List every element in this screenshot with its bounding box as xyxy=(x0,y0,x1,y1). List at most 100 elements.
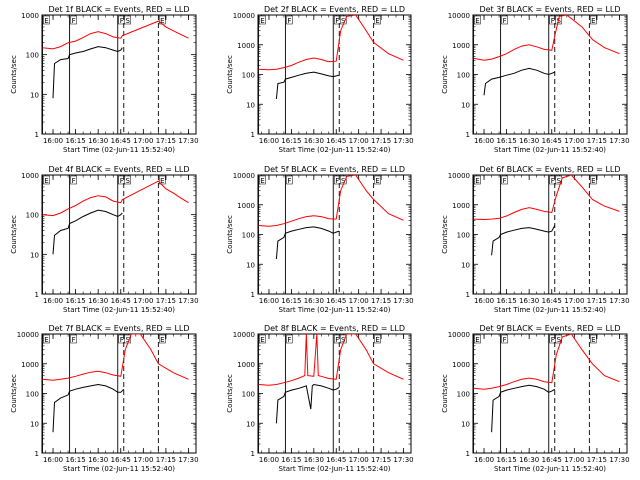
y-axis-label: Counts/sec xyxy=(226,374,234,413)
y-tick-label: 10 xyxy=(461,261,470,269)
marker-box xyxy=(474,15,481,25)
x-axis-label: Start Time (02-Jun-11 15:52:40) xyxy=(63,465,175,473)
x-tick-label: 17:30 xyxy=(393,137,413,145)
panel-det-6f: Det 6f BLACK = Events, RED = LLD 1 10 100 10… xyxy=(441,165,630,314)
chart-title: Det 2f BLACK = Events, RED = LLD xyxy=(264,5,405,14)
marker-label-S: S xyxy=(341,17,346,25)
marker-label-F: F xyxy=(551,336,555,344)
series-line-lld xyxy=(473,175,620,221)
marker-box xyxy=(374,334,381,344)
marker-box xyxy=(474,175,481,185)
y-tick-label: 10000 xyxy=(233,12,255,20)
y-tick-label: 1000 xyxy=(237,202,255,210)
plot-frame xyxy=(41,14,197,135)
marker-box xyxy=(70,175,77,185)
x-tick-label: 16:15 xyxy=(281,137,301,145)
x-tick-label: 16:30 xyxy=(304,137,324,145)
x-tick-label: 16:15 xyxy=(66,297,86,305)
x-tick-label: 17:30 xyxy=(393,297,413,305)
marker-label-E: E xyxy=(475,17,479,25)
x-tick-label: 17:15 xyxy=(156,137,176,145)
y-tick-label: 1000 xyxy=(452,42,470,50)
x-tick-label: 16:45 xyxy=(542,137,562,145)
x-tick-label: 17:00 xyxy=(564,137,584,145)
x-tick-label: 16:30 xyxy=(88,456,108,464)
x-tick-label: 16:00 xyxy=(259,297,279,305)
series-group xyxy=(473,175,620,256)
x-tick-label: 17:30 xyxy=(178,456,198,464)
y-tick-label: 10000 xyxy=(17,331,39,339)
y-tick-label: 1 xyxy=(466,450,470,458)
marker-box xyxy=(259,175,266,185)
x-tick-label: 17:30 xyxy=(393,456,413,464)
series-line-lld xyxy=(258,175,404,227)
x-tick-label: 17:15 xyxy=(371,456,391,464)
y-tick-label: 100 xyxy=(242,391,255,399)
x-tick-label: 16:00 xyxy=(259,456,279,464)
panel-det-4f: Det 4f BLACK = Events, RED = LLD 1 10 100 10… xyxy=(10,165,199,314)
x-tick-label: 17:00 xyxy=(133,456,153,464)
chart-title: Det 7f BLACK = Events, RED = LLD xyxy=(48,324,189,333)
y-tick-label: 1 xyxy=(466,291,470,299)
x-tick-label: 17:30 xyxy=(178,297,198,305)
x-tick-label: 16:45 xyxy=(326,456,346,464)
x-tick-label: 17:00 xyxy=(349,297,369,305)
marker-box xyxy=(374,175,381,185)
series-group xyxy=(473,334,620,433)
y-tick-label: 10000 xyxy=(233,331,255,339)
marker-label-F: F xyxy=(120,336,124,344)
marker-label-E: E xyxy=(44,336,48,344)
chart-title: Det 5f BLACK = Events, RED = LLD xyxy=(264,165,405,174)
x-axis-label: Start Time (02-Jun-11 15:52:40) xyxy=(63,306,175,314)
x-tick-label: 16:00 xyxy=(43,297,63,305)
y-tick-label: 1 xyxy=(35,131,39,139)
chart-title: Det 9f BLACK = Events, RED = LLD xyxy=(479,324,620,333)
y-tick-label: 100 xyxy=(242,232,255,240)
y-tick-label: 100 xyxy=(457,391,470,399)
y-axis-label: Counts/sec xyxy=(10,215,18,254)
plot-frame xyxy=(41,174,197,295)
x-tick-label: 17:00 xyxy=(133,137,153,145)
marker-box xyxy=(501,334,508,344)
plot-frame xyxy=(472,174,628,295)
x-tick-label: 16:00 xyxy=(259,137,279,145)
y-tick-label: 1000 xyxy=(452,361,470,369)
panel-det-3f: Det 3f BLACK = Events, RED = LLD 1 10 100 10… xyxy=(441,5,630,154)
marker-label-F: F xyxy=(335,17,339,25)
x-tick-label: 16:00 xyxy=(474,297,494,305)
marker-label-E: E xyxy=(160,177,164,185)
x-tick-label: 17:00 xyxy=(564,297,584,305)
plot-frame xyxy=(257,333,412,454)
marker-label-E: E xyxy=(375,177,379,185)
series-line-events xyxy=(491,225,556,256)
y-axis-label: Counts/sec xyxy=(441,374,449,413)
y-tick-label: 100 xyxy=(26,212,39,220)
marker-label-E: E xyxy=(591,17,595,25)
x-axis-label: Start Time (02-Jun-11 15:52:40) xyxy=(494,465,606,473)
y-tick-label: 10 xyxy=(30,251,39,259)
y-axis-label: Counts/sec xyxy=(441,55,449,94)
x-axis-label: Start Time (02-Jun-11 15:52:40) xyxy=(63,146,175,154)
x-tick-label: 17:15 xyxy=(156,297,176,305)
marker-box xyxy=(501,175,508,185)
marker-box xyxy=(70,334,77,344)
marker-label-E: E xyxy=(475,177,479,185)
plot-frame xyxy=(472,333,628,454)
y-tick-label: 1 xyxy=(251,450,255,458)
y-tick-label: 10 xyxy=(246,261,255,269)
y-tick-label: 100 xyxy=(457,72,470,80)
x-tick-label: 16:45 xyxy=(326,137,346,145)
series-line-lld xyxy=(473,15,620,61)
marker-box xyxy=(590,334,597,344)
panel-det-7f: Det 7f BLACK = Events, RED = LLD 1 10 100 10… xyxy=(10,324,199,473)
x-tick-label: 16:00 xyxy=(474,137,494,145)
series-line-lld xyxy=(473,334,620,390)
series-line-lld xyxy=(42,20,189,50)
x-tick-label: 17:30 xyxy=(609,456,629,464)
x-tick-label: 17:15 xyxy=(371,137,391,145)
x-tick-label: 17:15 xyxy=(156,456,176,464)
y-tick-label: 100 xyxy=(242,72,255,80)
marker-box xyxy=(286,334,293,344)
series-group xyxy=(258,175,404,260)
